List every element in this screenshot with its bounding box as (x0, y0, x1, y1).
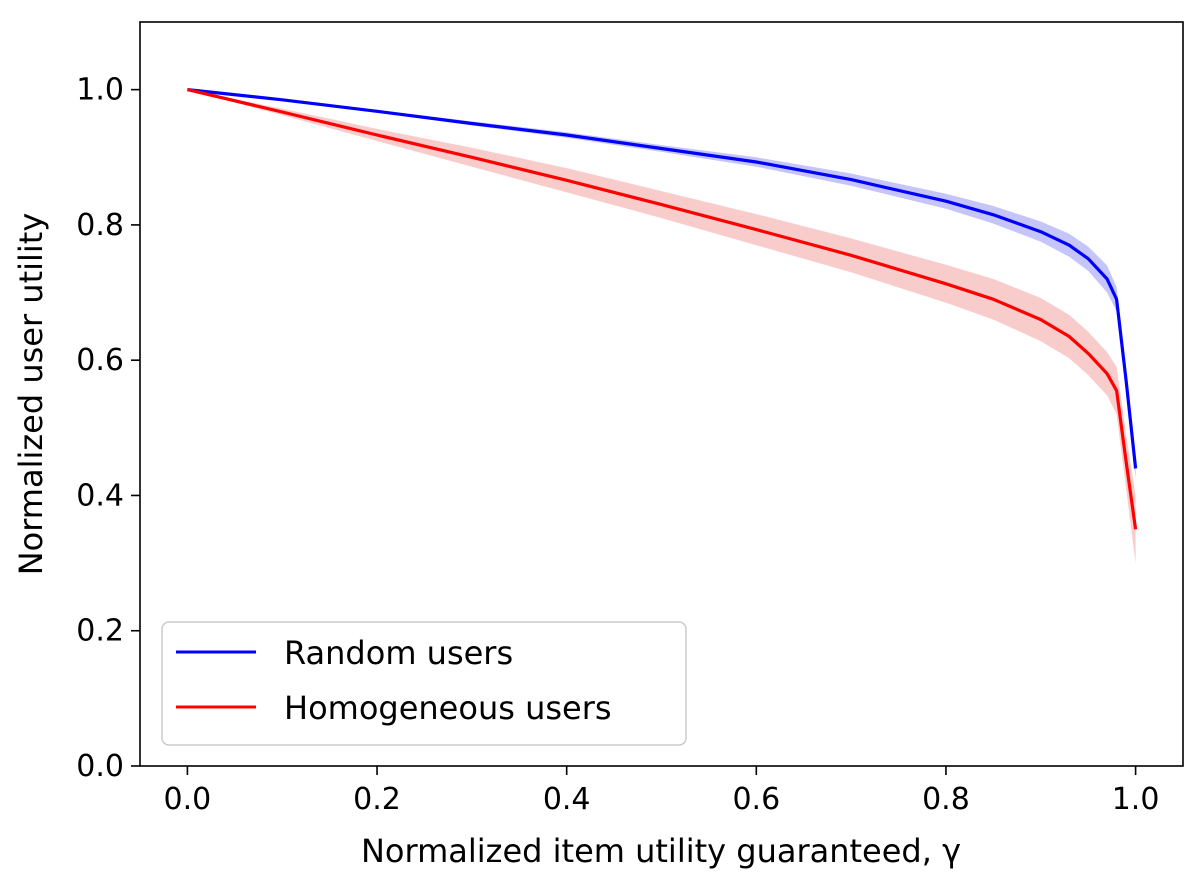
y-tick-label: 0.8 (76, 208, 124, 243)
legend: Random users Homogeneous users (161, 621, 687, 746)
x-tick-label: 0.2 (353, 782, 401, 817)
line-homogeneous-users (187, 88, 1138, 530)
x-axis-label: Normalized item utility guaranteed, γ (361, 832, 961, 870)
x-axis-ticks: 0.0 0.2 0.4 0.6 0.8 1.0 (164, 766, 1160, 817)
y-tick-label: 0.2 (76, 614, 124, 649)
y-axis-ticks: 0.0 0.2 0.4 0.6 0.8 1.0 (76, 73, 140, 784)
y-tick-label: 0.6 (76, 343, 124, 378)
confidence-bands (187, 89, 1136, 564)
band-homogeneous-users (187, 89, 1136, 564)
x-tick-label: 0.8 (922, 782, 970, 817)
x-tick-label: 1.0 (1112, 782, 1160, 817)
plot-frame (139, 21, 1184, 767)
x-tick-label: 0.4 (543, 782, 591, 817)
legend-label-random-users: Random users (284, 634, 513, 672)
legend-label-homogeneous-users: Homogeneous users (284, 689, 612, 727)
y-tick-label: 0.4 (76, 478, 124, 513)
x-tick-label: 0.0 (164, 782, 212, 817)
series-lines (187, 88, 1138, 530)
y-tick-label: 0.0 (76, 749, 124, 784)
y-axis-label: Normalized user utility (12, 213, 50, 576)
y-tick-label: 1.0 (76, 73, 124, 108)
x-tick-label: 0.6 (732, 782, 780, 817)
band-random-users (187, 89, 1136, 479)
legend-box (161, 621, 687, 746)
line-random-users (187, 88, 1138, 469)
